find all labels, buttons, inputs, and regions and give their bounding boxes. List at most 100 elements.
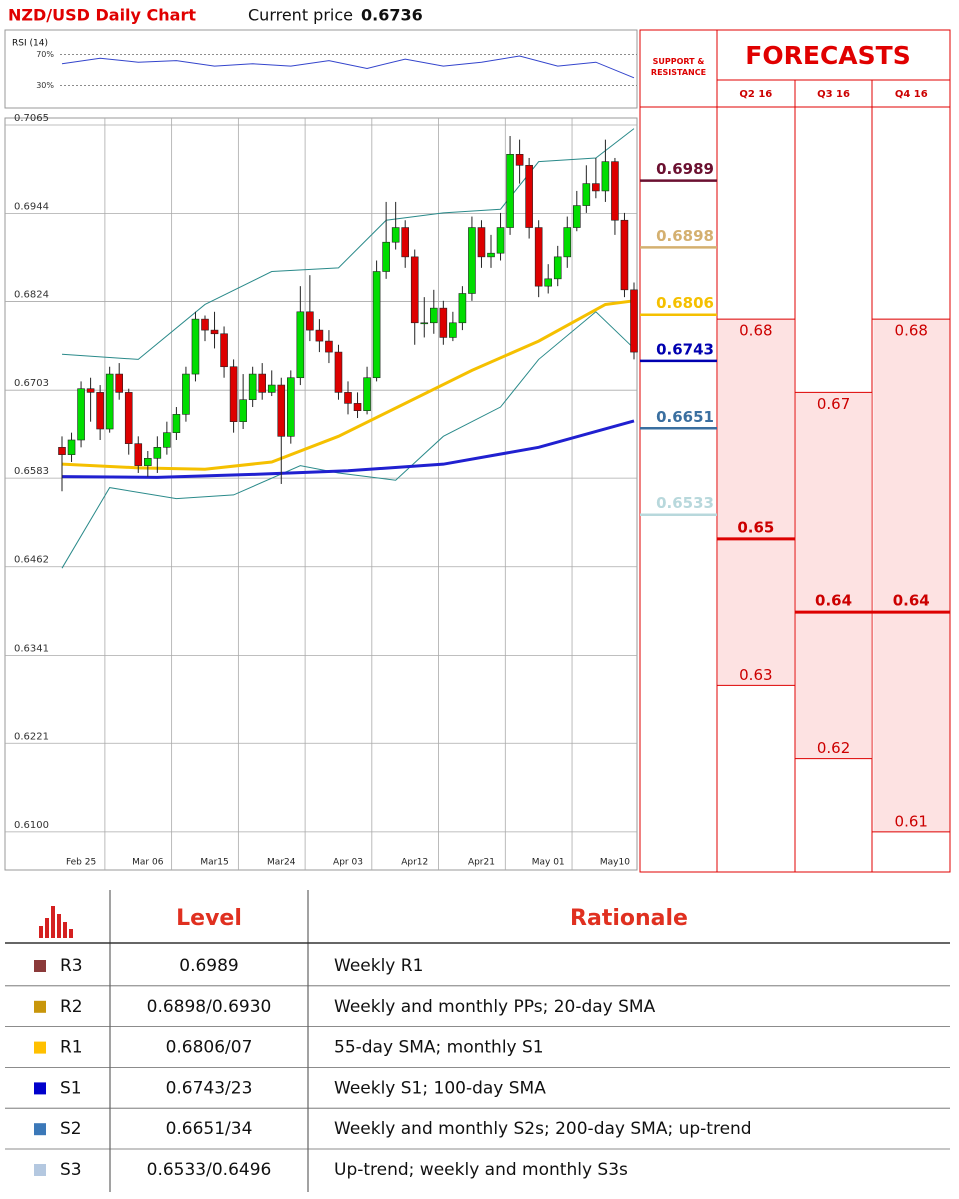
candle-body: [267, 384, 276, 393]
candle-body: [296, 311, 305, 379]
candle-body: [429, 307, 438, 324]
candle-body: [124, 392, 133, 444]
y-tick-label: 0.6703: [14, 378, 49, 389]
candle-body: [58, 447, 66, 455]
candle-body: [67, 439, 76, 455]
y-tick-label: 0.6221: [14, 731, 49, 742]
y-tick-label: 0.6462: [14, 555, 49, 566]
candle-body: [592, 183, 600, 192]
candle-body: [77, 388, 85, 441]
candle-body: [344, 392, 352, 404]
current-price: 0.6736: [361, 6, 423, 25]
candle-body: [258, 373, 267, 393]
plot-area: [4, 117, 638, 871]
rsi-line: [61, 55, 635, 79]
x-tick-label: May 01: [532, 858, 565, 868]
candle-body: [525, 164, 533, 228]
row-rationale: Up-trend; weekly and monthly S3s: [334, 1160, 628, 1180]
candle-body: [439, 307, 448, 338]
candle-body: [458, 293, 467, 324]
candle-body: [515, 154, 524, 166]
candle-body: [534, 227, 543, 287]
candle-body: [420, 322, 429, 325]
candle-body: [286, 377, 295, 437]
sr-title: SUPPORT & RESISTANCE: [650, 57, 707, 77]
candle-body: [325, 340, 333, 353]
candle-body: [449, 322, 457, 338]
candle-body: [372, 271, 381, 379]
row-level: 0.6743/23: [166, 1078, 253, 1098]
candle-body: [191, 318, 200, 375]
row-rationale: Weekly and monthly S2s; 200-day SMA; up-…: [334, 1119, 752, 1139]
candle-body: [334, 351, 343, 393]
row-rationale: 55-day SMA; monthly S1: [334, 1038, 544, 1058]
sr-label: 0.6651: [656, 408, 714, 426]
candle-body: [601, 161, 610, 192]
candle-body: [86, 388, 95, 393]
row-swatch: [34, 1082, 46, 1095]
row-level: 0.6989: [179, 956, 238, 976]
y-tick-label: 0.6824: [14, 290, 49, 301]
candle-body: [563, 227, 572, 258]
row-name: S3: [60, 1160, 82, 1180]
rsi-tick-label: 70%: [36, 50, 54, 59]
candle-body: [401, 227, 410, 258]
x-tick-label: Mar24: [267, 858, 296, 868]
row-level: 0.6806/07: [166, 1038, 253, 1058]
indicator-line: [61, 299, 635, 471]
candle-body: [201, 318, 209, 331]
row-swatch: [34, 960, 46, 972]
row-name: R1: [60, 1038, 83, 1058]
forecast-range: [873, 319, 950, 832]
x-tick-label: Mar15: [200, 858, 228, 868]
rsi-title: RSI (14): [12, 39, 48, 49]
candle-body: [496, 227, 505, 254]
x-tick-label: Mar 06: [132, 858, 164, 868]
sr-label: 0.6533: [656, 494, 714, 512]
candle-body: [353, 403, 362, 411]
candle-body: [553, 256, 562, 280]
candle-body: [363, 377, 371, 411]
sr-label: 0.6898: [656, 227, 714, 245]
y-tick-label: 0.6100: [14, 820, 49, 831]
candle-body: [153, 447, 162, 459]
row-rationale: Weekly S1; 100-day SMA: [334, 1078, 546, 1098]
sr-label: 0.6806: [656, 294, 714, 312]
table-header: Level: [176, 906, 242, 931]
forecast-median-label: 0.64: [815, 592, 852, 610]
candle-body: [620, 219, 629, 291]
candle-body: [182, 373, 190, 415]
row-swatch: [34, 1000, 46, 1013]
forecast-low-label: 0.63: [739, 666, 772, 684]
y-tick-label: 0.7065: [14, 113, 49, 124]
candle-body: [506, 154, 514, 228]
candle-body: [163, 432, 171, 448]
candle-body: [229, 366, 238, 422]
row-level: 0.6898/0.6930: [147, 997, 272, 1017]
candle-body: [391, 227, 400, 243]
x-tick-label: Apr 03: [333, 858, 363, 868]
forecast-low-label: 0.62: [817, 739, 850, 757]
forecast-high-label: 0.67: [817, 395, 850, 413]
forecast-high-label: 0.68: [739, 322, 772, 340]
x-tick-label: Apr12: [401, 858, 428, 868]
candle-body: [487, 252, 495, 258]
candle-body: [410, 256, 419, 324]
rsi-tick-label: 30%: [36, 81, 54, 90]
candle-body: [611, 161, 619, 221]
indicator-line: [61, 311, 635, 569]
row-name: S2: [60, 1119, 82, 1139]
forecast-median-label: 0.65: [737, 518, 774, 536]
candle-body: [468, 227, 476, 294]
candle-body: [477, 227, 486, 258]
candle-body: [115, 373, 123, 393]
x-tick-label: May10: [600, 858, 630, 868]
forecast-low-label: 0.61: [895, 812, 928, 830]
row-rationale: Weekly R1: [334, 956, 423, 976]
row-swatch: [34, 1041, 46, 1054]
candle-body: [172, 414, 181, 433]
candle-body: [144, 458, 152, 466]
row-level: 0.6533/0.6496: [147, 1160, 272, 1180]
forecast-range: [718, 319, 794, 686]
